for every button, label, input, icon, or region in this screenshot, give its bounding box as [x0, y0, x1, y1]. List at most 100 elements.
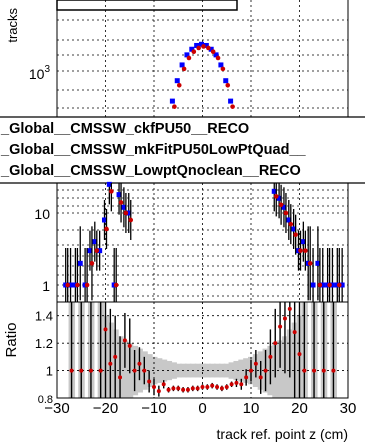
lower-grid: [57, 183, 348, 302]
ratio-band-bin-15: [155, 358, 163, 383]
lower-point-b-14: [288, 221, 294, 227]
ratio-frame: [56, 301, 349, 399]
lower-point-a-26: [329, 282, 335, 288]
ratio-band-bin-30: [228, 362, 236, 379]
legend-box: [0, 117, 365, 183]
ratio-point-24: [200, 385, 205, 390]
lower-point-b-12: [278, 202, 284, 208]
ratio-point-43: [292, 330, 297, 335]
ratio-point-8: [122, 338, 127, 343]
lower-point-a-22: [310, 282, 316, 288]
ratio-band-bin-14: [151, 356, 158, 385]
upper-point-b-5: [191, 49, 197, 54]
ratio-point-30: [229, 382, 234, 387]
lower-point-b-0: [65, 282, 70, 288]
lower-point-a-12: [121, 204, 127, 210]
x-axis-label: track ref. point z (cm): [217, 426, 348, 442]
lower-point-b-2: [84, 282, 90, 288]
ratio-point-23: [195, 386, 200, 391]
x-tick-6: 30: [340, 400, 357, 417]
x-tick-3: 0: [198, 400, 206, 417]
ratio-point-36: [258, 375, 263, 380]
ratio-point-19: [176, 386, 181, 391]
lower-point-a-16: [281, 204, 287, 210]
ratio-point-5: [108, 361, 113, 366]
lower-point-b-1: [75, 282, 80, 288]
ratio-point-22: [190, 386, 195, 391]
lower-point-b-10: [128, 217, 134, 223]
upper-point-a-5: [189, 46, 195, 52]
ratio-y-tick-3: 1.4: [35, 309, 53, 324]
upper-point-a-10: [213, 52, 219, 58]
lower-point-b-11: [273, 194, 279, 199]
ratio-point-35: [253, 361, 258, 366]
ratio-point-10: [132, 368, 137, 373]
lower-point-b-21: [337, 282, 342, 288]
lower-series-points: [63, 181, 345, 302]
ratio-points: [69, 302, 336, 398]
upper-point-b-1: [172, 104, 177, 109]
ratio-y-tick-2: 1.2: [35, 336, 53, 351]
ratio-y-tick-0: 0.8: [38, 394, 53, 406]
lower-point-b-13: [283, 210, 289, 216]
lower-point-b-19: [317, 282, 323, 288]
upper-point-b-8: [206, 45, 211, 51]
lower-point-a-8: [102, 217, 107, 223]
lower-point-a-6: [92, 239, 98, 245]
ratio-point-14: [152, 385, 156, 390]
lower-point-a-20: [300, 239, 306, 245]
ratio-point-11: [137, 361, 142, 366]
ratio-point-13: [147, 379, 152, 384]
lower-point-a-28: [339, 282, 345, 288]
upper-point-b-9: [210, 49, 216, 54]
x-tick-5: 20: [291, 400, 308, 417]
ratio-point-27: [215, 385, 220, 390]
ratio-point-4: [103, 327, 108, 332]
ratio-point-45: [302, 368, 307, 373]
upper-point-a-7: [199, 41, 204, 47]
ratio-point-47: [321, 368, 326, 373]
lower-point-a-17: [286, 217, 292, 223]
upper-y-tick-label: 103: [29, 64, 51, 82]
ratio-point-34: [249, 368, 253, 373]
upper-point-a-8: [203, 42, 209, 48]
ratio-band-bin-31: [233, 360, 240, 381]
ratio-point-46: [312, 368, 317, 373]
upper-point-a-6: [194, 42, 200, 48]
lower-point-a-1: [68, 282, 74, 288]
x-axis-ticks: −30 −20 −10 0 10 20 30: [44, 400, 356, 417]
upper-point-b-6: [196, 45, 201, 51]
lower-point-a-24: [320, 282, 326, 288]
upper-point-b-11: [220, 66, 226, 72]
upper-point-b-10: [215, 55, 221, 61]
lower-point-a-13: [126, 210, 132, 216]
upper-point-a-11: [218, 62, 224, 68]
upper-point-b-13: [230, 104, 235, 109]
ratio-point-38: [268, 354, 273, 359]
lower-point-b-15: [293, 232, 298, 237]
ratio-point-33: [244, 375, 249, 380]
title-box-fragment: [56, 0, 238, 11]
upper-y-axis-label: tracks: [5, 8, 20, 43]
lower-point-b-17: [303, 248, 308, 253]
legend-entry-3: _Global__CMSSW_LowptQnoclean__RECO: [0, 163, 301, 179]
x-tick-1: −20: [93, 400, 118, 417]
lower-point-b-5: [104, 226, 109, 232]
lower-point-b-6: [109, 189, 114, 194]
ratio-point-16: [161, 382, 166, 387]
legend-entry-1: _Global__CMSSW_ckfPU50__RECO: [0, 121, 249, 137]
lower-y-tick-10: 10: [34, 206, 50, 222]
ratio-point-41: [282, 316, 287, 321]
x-tick-2: −10: [141, 400, 166, 417]
lower-point-a-5: [87, 248, 93, 254]
lower-point-a-14: [271, 188, 277, 194]
lower-point-b-20: [327, 282, 332, 288]
x-tick-0: −30: [44, 400, 69, 417]
ratio-y-tick-1: 1: [46, 364, 53, 379]
upper-point-a-13: [228, 98, 234, 104]
legend: _Global__CMSSW_ckfPU50__RECO _Global__CM…: [0, 116, 365, 184]
upper-point-b-7: [201, 44, 206, 49]
ratio-point-20: [181, 387, 186, 392]
